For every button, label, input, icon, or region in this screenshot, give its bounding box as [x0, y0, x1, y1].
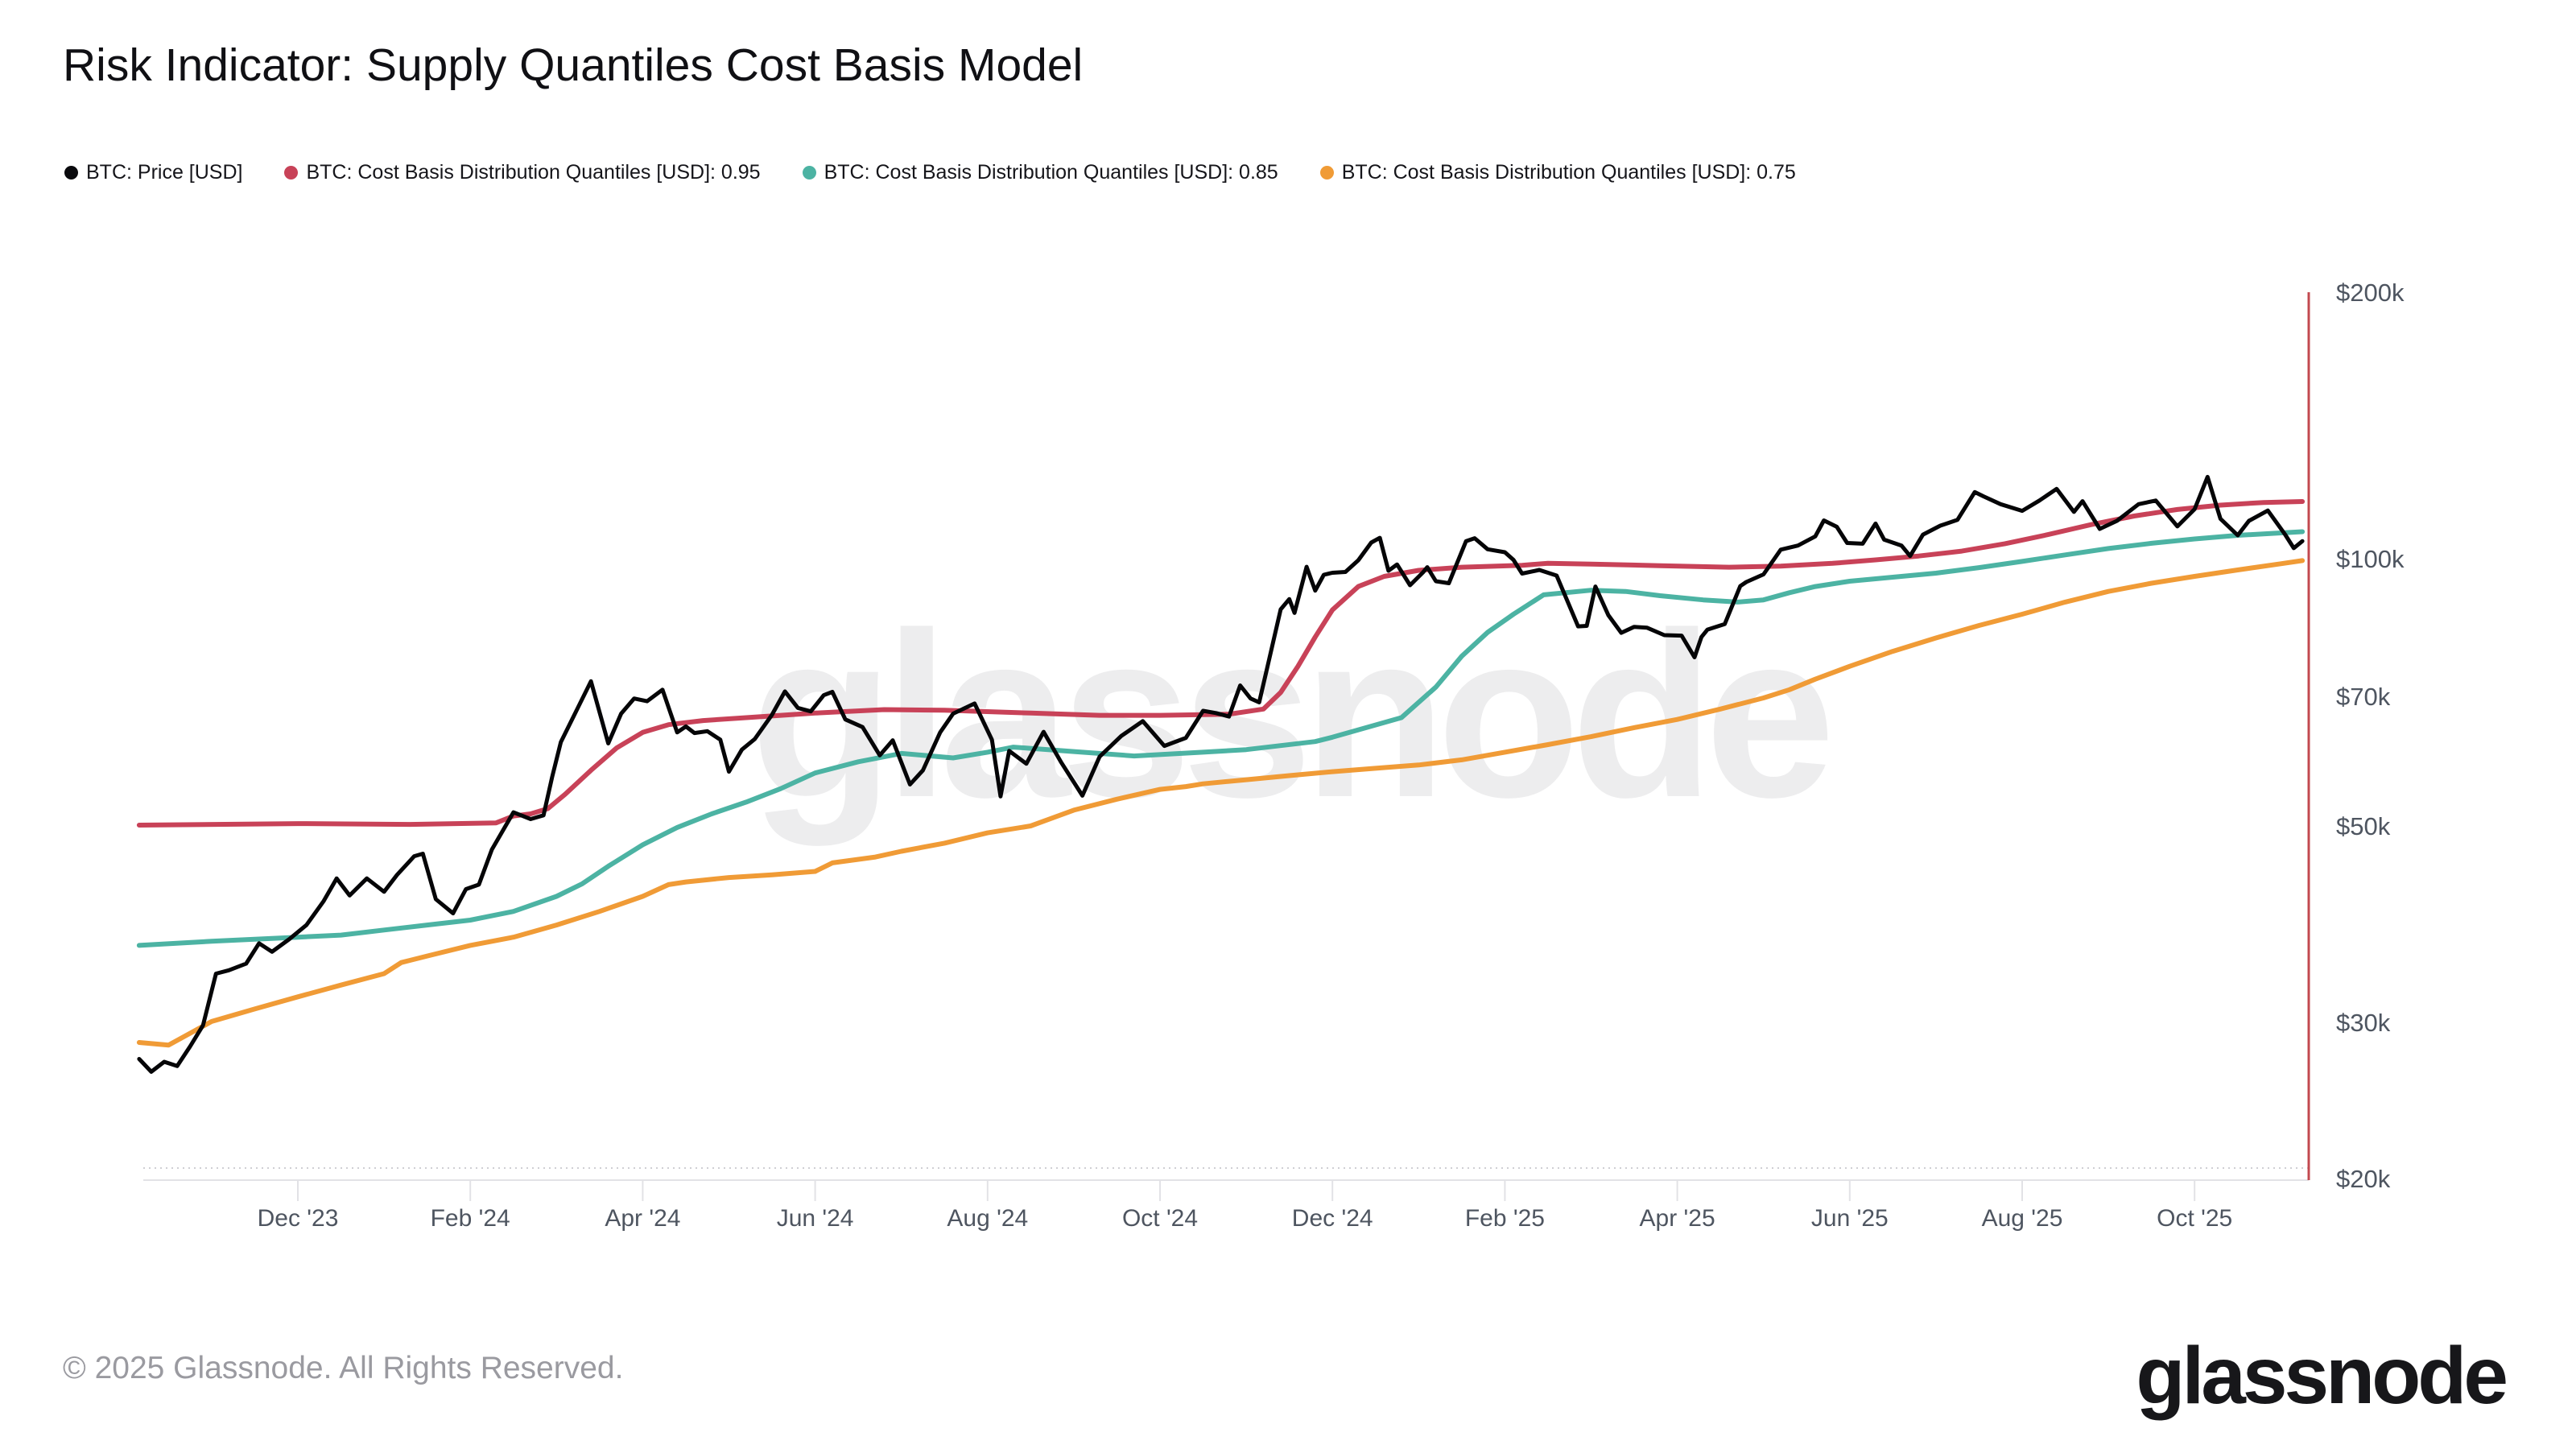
y-axis-label: $70k	[2336, 682, 2391, 711]
series-line-btc-cost-basis-distribution-quantiles-usd-0.85	[136, 529, 2306, 948]
x-axis-label: Oct '24	[1121, 1205, 1199, 1232]
legend-item-label: BTC: Cost Basis Distribution Quantiles […	[824, 161, 1278, 184]
legend-dot-icon	[802, 166, 816, 180]
x-axis-label: Aug '24	[947, 1205, 1029, 1232]
x-axis-label: Dec '24	[1291, 1205, 1373, 1232]
legend-item-quantile-095[interactable]: BTC: Cost Basis Distribution Quantiles […	[284, 161, 761, 184]
y-axis-label: $100k	[2336, 545, 2405, 574]
series-line-btc-cost-basis-distribution-quantiles-usd-0.95	[136, 499, 2306, 828]
y-axis-label: $200k	[2336, 279, 2405, 307]
legend-item-quantile-075[interactable]: BTC: Cost Basis Distribution Quantiles […	[1319, 161, 1796, 184]
legend-item-label: BTC: Cost Basis Distribution Quantiles […	[1341, 161, 1796, 184]
series-line-btc-cost-basis-distribution-quantiles-usd-0.75	[136, 558, 2306, 1048]
legend-item-label: BTC: Cost Basis Distribution Quantiles […	[306, 161, 761, 184]
x-axis-label: Apr '24	[605, 1205, 681, 1232]
copyright-text: © 2025 Glassnode. All Rights Reserved.	[63, 1351, 624, 1385]
legend: BTC: Price [USD] BTC: Cost Basis Distrib…	[64, 161, 1796, 184]
x-axis-label: Feb '24	[430, 1205, 510, 1232]
legend-item-label: BTC: Price [USD]	[86, 161, 243, 184]
y-axis-label: $50k	[2336, 811, 2391, 840]
series-line-btc-price-usd-	[137, 474, 2305, 1074]
x-axis-label: Oct '25	[2157, 1205, 2233, 1232]
x-axis-label: Apr '25	[1639, 1205, 1715, 1232]
x-axis-label: Aug '25	[1981, 1205, 2063, 1232]
legend-item-quantile-085[interactable]: BTC: Cost Basis Distribution Quantiles […	[802, 161, 1278, 184]
x-axis-label: Jun '25	[1810, 1205, 1889, 1232]
y-axis-label: $30k	[2336, 1009, 2391, 1038]
page-title: Risk Indicator: Supply Quantiles Cost Ba…	[63, 39, 1084, 91]
y-axis-label: $20k	[2336, 1165, 2391, 1193]
legend-dot-icon	[64, 166, 78, 180]
legend-item-btc-price[interactable]: BTC: Price [USD]	[64, 161, 242, 184]
x-axis-label: Feb '25	[1464, 1205, 1545, 1232]
legend-dot-icon	[284, 166, 299, 180]
glassnode-logo: glassnode	[2136, 1331, 2508, 1421]
x-axis-label: Jun '24	[776, 1205, 854, 1232]
glassnode-watermark: glassnode	[749, 584, 1835, 846]
legend-dot-icon	[1319, 166, 1334, 180]
x-axis-label: Dec '23	[257, 1205, 339, 1232]
